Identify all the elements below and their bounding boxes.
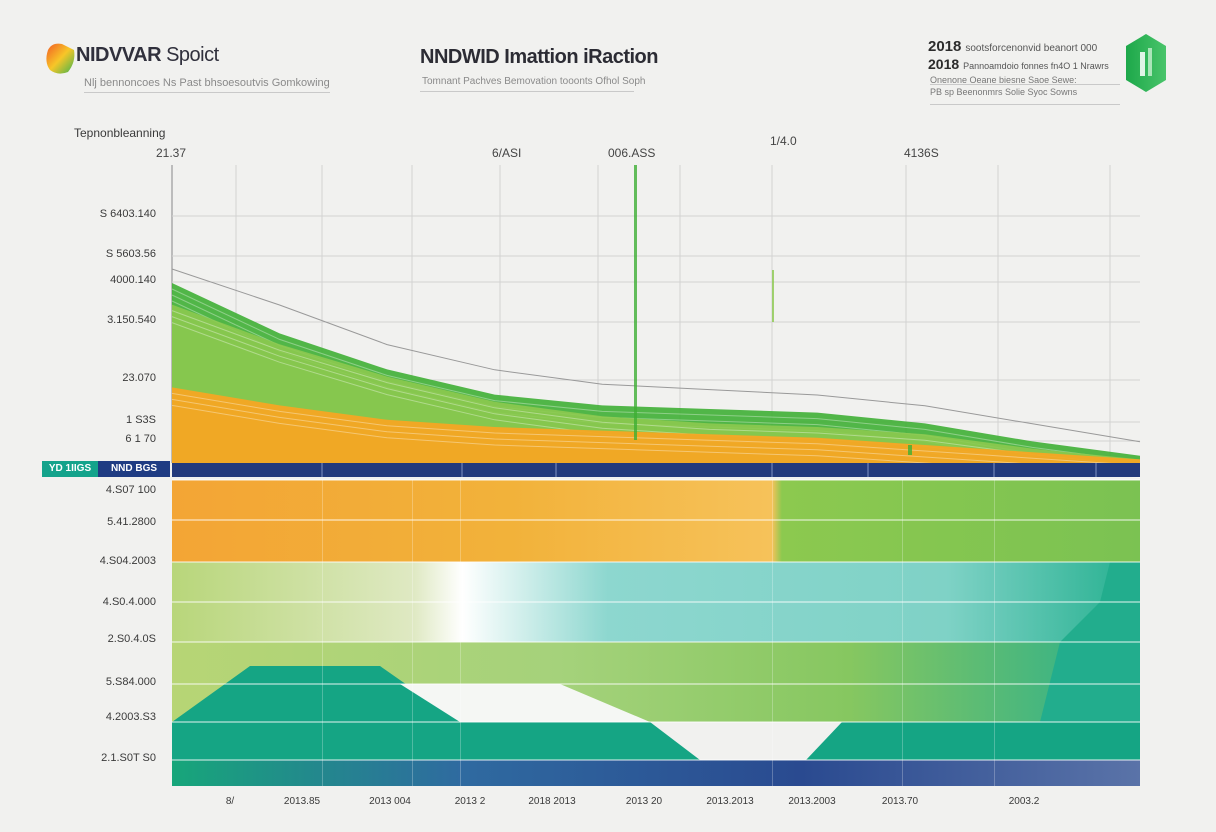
y-tick-label: 4.S07 100: [105, 484, 156, 496]
right-header-line3: Onenone Oeane biesne Saoe Sewe:: [930, 75, 1077, 85]
side-note: Tepnonbleanning: [74, 126, 166, 140]
brand-rule: [84, 92, 330, 93]
y-tick-label: 4.S04.2003: [99, 555, 156, 567]
y-tick-label: 4.S0.4.000: [102, 596, 156, 608]
y-tick-label: 2.S0.4.0S: [107, 633, 156, 645]
panel-divider-ticks: [321, 463, 1097, 477]
band-orange: [172, 480, 1140, 562]
x-tick-label: 8/: [225, 796, 235, 807]
top-label: 006.ASS: [608, 146, 656, 160]
y-tick-label: 5.S84.000: [105, 676, 156, 688]
area-series-2: [172, 387, 1140, 463]
x-tick-label: 2018 2013: [528, 796, 576, 807]
annotation-spike: [772, 270, 774, 322]
band-teal-right: [806, 722, 1140, 760]
y-tick-label: 4.2003.S3: [105, 711, 156, 723]
annotation-spike: [634, 165, 637, 440]
page-subtitle: Tomnant Pachves Bemovation tooonts Ofhol…: [422, 76, 646, 87]
x-tick-label: 2013.2003: [788, 796, 836, 807]
top-label: 4136S: [904, 146, 939, 160]
right-header-line2: 2018 Pannoamdoio fonnes fn4O 1 Nrawrs: [928, 56, 1109, 72]
hex-badge-icon: [1126, 34, 1166, 92]
x-tick-label: 2013 20: [625, 796, 663, 807]
y-tick-label: 1 S3S: [126, 414, 156, 426]
band-seam: [772, 480, 773, 786]
area-contour: [171, 310, 1141, 466]
y-tick-label: S 5603.56: [105, 248, 156, 260]
top-label: 6/ASI: [492, 146, 522, 160]
y-tick-label: 23.070: [122, 372, 156, 384]
y-tick-label: 5.41.2800: [107, 516, 156, 528]
brand-subtitle: Nlj bennoncoes Ns Past bhsoesoutvis Gomk…: [84, 77, 330, 89]
right-header-rule-1: [930, 84, 1120, 85]
right-header-line1: 2018 sootsforcenonvid beanort 000: [928, 38, 1098, 55]
y-tick-label: 3.150.540: [107, 314, 156, 326]
band-seam: [902, 480, 903, 786]
y-tick-label: 4000.140: [110, 274, 156, 286]
right-header-rule-2: [930, 104, 1120, 105]
brand-logo-icon: [46, 43, 75, 74]
lower-bands: [172, 480, 1140, 786]
y-tick-label: 6 1 70: [125, 433, 156, 445]
band-tag-right: NND BGS: [98, 461, 170, 477]
brand-name: NIDVVAR Spoict: [76, 44, 219, 66]
upper-areas: [171, 165, 1141, 478]
band-seam: [460, 480, 461, 786]
x-tick-label: 2013.2013: [706, 796, 754, 807]
band-highlight: [400, 684, 650, 722]
area-contour: [171, 398, 1141, 472]
trend-line: [171, 268, 1141, 443]
band-seam: [994, 480, 995, 786]
title-rule: [420, 91, 634, 92]
x-tick-label: 2003.2: [1008, 796, 1040, 807]
top-label: 21.37: [156, 146, 187, 160]
right-header-line4: PB sp Beenonmrs Solie Syoc Sowns: [930, 87, 1078, 97]
x-tick-label: 2013.85: [283, 796, 321, 807]
band-teal-shape: [172, 666, 700, 760]
x-tick-label: 2013.70: [881, 796, 919, 807]
annotation-spike: [908, 445, 912, 455]
band-seam: [412, 480, 413, 786]
band-tag-left: YD 1IIGS: [42, 461, 98, 477]
area-contour: [171, 392, 1141, 466]
x-tick-label: 2013 004: [369, 796, 411, 807]
y-tick-label: 2.1.S0T S0: [101, 752, 156, 764]
page-title: NNDWID Imattion iRaction: [420, 46, 659, 68]
panel-divider-bar: [172, 463, 1140, 477]
top-label: 1/4.0: [770, 134, 797, 148]
lower-grid: [172, 479, 1140, 761]
band-seam: [322, 480, 323, 786]
band-navy: [172, 760, 1140, 786]
y-tick-label: S 6403.140: [99, 208, 156, 220]
x-tick-label: 2013 2: [454, 796, 486, 807]
area-contour: [171, 288, 1141, 463]
